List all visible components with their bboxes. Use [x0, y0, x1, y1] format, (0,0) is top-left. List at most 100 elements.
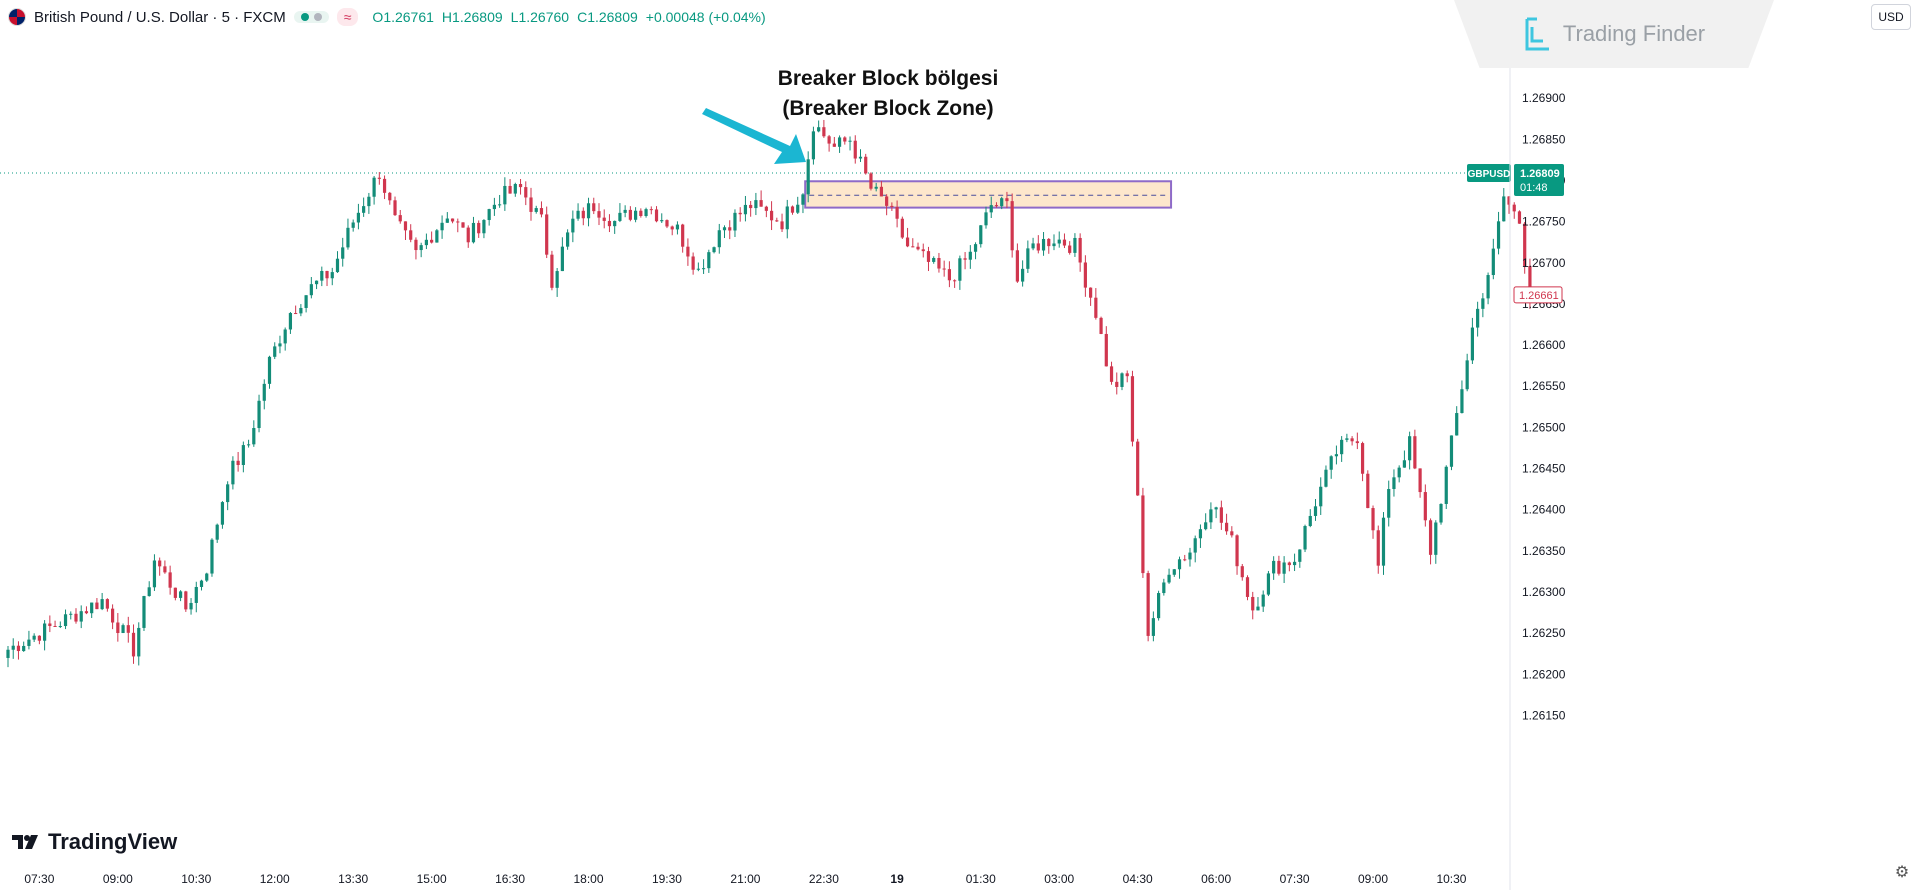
candle	[1512, 202, 1516, 219]
time-tick-label: 22:30	[809, 872, 839, 886]
candle	[257, 394, 261, 433]
candle	[644, 207, 648, 218]
candle	[937, 252, 941, 273]
low-label: L	[510, 9, 519, 25]
candle	[388, 191, 392, 205]
candle	[414, 237, 418, 260]
candle	[1444, 465, 1448, 510]
candle	[984, 206, 988, 229]
candle	[1476, 301, 1480, 337]
zone-rectangle[interactable]	[804, 180, 1173, 209]
candle	[979, 225, 983, 248]
candle	[874, 182, 878, 192]
candle	[1245, 575, 1250, 601]
settings-gear-icon[interactable]: ⚙	[1894, 864, 1910, 881]
candle	[1099, 316, 1103, 335]
candle	[759, 190, 763, 207]
candle	[879, 180, 884, 197]
candle	[1460, 380, 1464, 414]
candle	[456, 218, 460, 233]
candle	[785, 199, 789, 239]
close-value: 1.26809	[587, 9, 638, 25]
price-axis[interactable]: 1.269501.269001.268501.268001.267501.267…	[1522, 50, 1566, 722]
candle	[1366, 470, 1370, 509]
candle	[22, 641, 26, 652]
chart-header: British Pound / U.S. Dollar · 5 · FXCM ≈…	[8, 6, 766, 28]
candle	[1094, 288, 1098, 320]
candle	[1481, 293, 1485, 318]
candle	[717, 223, 721, 254]
candle	[769, 201, 774, 231]
candle	[1136, 438, 1140, 496]
time-tick-label: 07:30	[1280, 872, 1310, 886]
candle	[592, 197, 596, 215]
candle	[712, 246, 716, 254]
tradingview-logo[interactable]: TradingView	[12, 829, 177, 855]
candle	[780, 213, 784, 233]
candle	[1224, 513, 1229, 535]
candle	[466, 225, 470, 248]
candle	[518, 179, 523, 195]
candle	[790, 205, 795, 215]
candle	[398, 209, 402, 224]
candle	[1010, 193, 1014, 258]
candle	[382, 175, 387, 200]
candle	[482, 219, 486, 239]
candle	[299, 304, 303, 317]
candles	[6, 119, 1532, 668]
candle	[1000, 196, 1004, 210]
candle	[1256, 597, 1260, 611]
candle	[1423, 484, 1427, 527]
candle	[947, 261, 951, 288]
candle	[116, 613, 120, 642]
candle	[1439, 503, 1443, 525]
candle	[1214, 506, 1218, 519]
symbol-title[interactable]: British Pound / U.S. Dollar · 5 · FXCM	[34, 8, 286, 26]
candle	[534, 205, 538, 214]
currency-button[interactable]: USD	[1871, 4, 1911, 30]
candle	[1026, 240, 1030, 273]
candle	[241, 441, 245, 473]
marker-price-label: 1.26661	[1519, 290, 1559, 302]
candle	[325, 270, 329, 287]
symbol-badge-label: GBPUSD	[1468, 169, 1511, 180]
replay-pill[interactable]: ≈	[336, 8, 359, 26]
candle	[1172, 568, 1176, 577]
candle	[435, 228, 439, 243]
price-tick-label: 1.26300	[1522, 585, 1566, 599]
candle	[393, 196, 397, 217]
candle	[487, 208, 491, 226]
price-tick-label: 1.26250	[1522, 626, 1566, 640]
candle	[738, 207, 742, 222]
candle	[1371, 505, 1375, 539]
open-label: O	[372, 9, 384, 25]
candle	[1408, 431, 1412, 470]
candle	[905, 227, 910, 248]
candle	[1345, 433, 1349, 443]
candle	[1251, 591, 1255, 620]
candle	[43, 620, 47, 651]
breaker-block-zone[interactable]	[804, 180, 1173, 209]
market-status-pill[interactable]	[293, 11, 329, 23]
annotation-line1: Breaker Block bölgesi	[777, 67, 999, 90]
candle	[571, 210, 575, 243]
candle	[178, 590, 183, 602]
candle	[968, 245, 972, 269]
candle	[921, 243, 925, 258]
candle	[1387, 480, 1391, 527]
candle	[858, 149, 863, 162]
candle	[654, 206, 659, 223]
candle	[1502, 188, 1506, 222]
price-tick-label: 1.26200	[1522, 667, 1566, 681]
candle	[1062, 233, 1067, 249]
candle	[686, 238, 690, 266]
candle	[749, 201, 753, 217]
candle	[95, 598, 99, 610]
time-axis[interactable]: 07:30 09:00 10:30 12:00 13:30 15:00 16:30 18:00…	[24, 872, 1466, 886]
candle	[1151, 611, 1155, 642]
candle	[1329, 455, 1333, 479]
candle	[37, 635, 41, 645]
candle	[1209, 502, 1213, 529]
candle	[471, 216, 476, 244]
